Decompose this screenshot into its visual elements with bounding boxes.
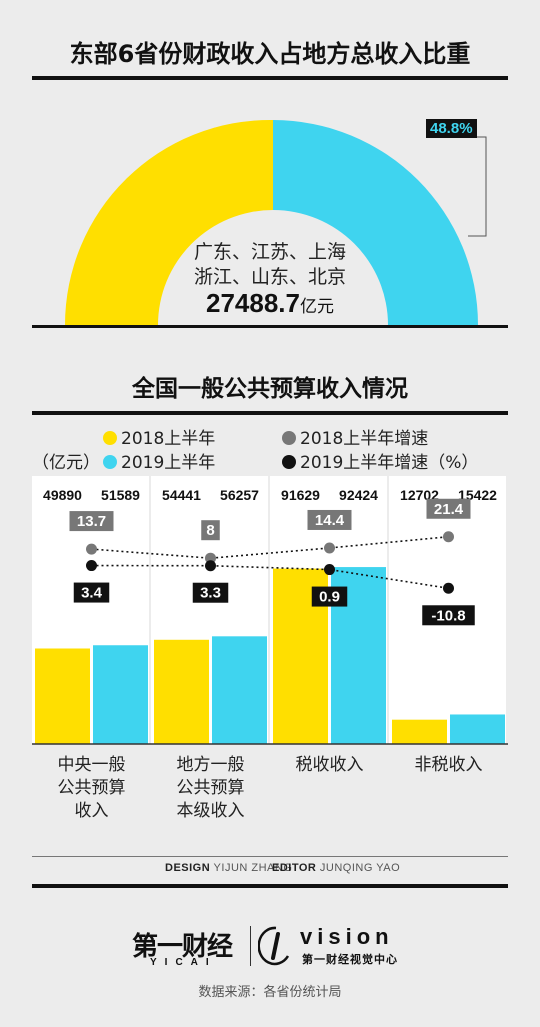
yicai-logo-text: 第一财经 bbox=[132, 932, 233, 962]
legend-g2019: 2019上半年增速（%） bbox=[282, 448, 478, 473]
growth-label-bg bbox=[307, 509, 352, 530]
chart-title-divider bbox=[32, 411, 508, 415]
bar-value-label: 49890 bbox=[43, 487, 82, 503]
legend-2018-swatch bbox=[103, 431, 117, 445]
growth-label-bg bbox=[69, 511, 114, 532]
donut-provinces-line2: 浙江、山东、北京 bbox=[193, 266, 346, 288]
donut-share-arc bbox=[65, 119, 273, 325]
donut-rest-arc bbox=[273, 120, 478, 325]
category-label: 地方一般 bbox=[177, 755, 245, 775]
legend-2018: 2018上半年 bbox=[103, 424, 215, 449]
half-donut-chart bbox=[65, 119, 487, 325]
growth-point bbox=[86, 543, 97, 555]
growth-label: 3.4 bbox=[81, 585, 103, 602]
share-leader-line bbox=[468, 136, 487, 237]
vision-logo-text: vision bbox=[300, 924, 394, 949]
editor-credit-label: EDITOR bbox=[272, 862, 317, 874]
growth-label-bg bbox=[311, 586, 348, 607]
legend-g2018-swatch bbox=[282, 431, 296, 445]
data-source: 数据来源：各省份统计局 bbox=[198, 985, 342, 1000]
growth-label-bg bbox=[422, 605, 475, 626]
donut-total-unit: 亿元 bbox=[299, 297, 334, 317]
growth-label: 21.4 bbox=[434, 501, 464, 518]
share-percent-label: 48.8% bbox=[426, 119, 477, 138]
design-credit-label: DESIGN bbox=[165, 862, 211, 874]
design-credit-name: YIJUN ZHANG bbox=[213, 862, 293, 874]
growth-label: 13.7 bbox=[77, 513, 106, 530]
category-label: 税收收入 bbox=[296, 755, 364, 775]
bar-value-label: 56257 bbox=[220, 487, 259, 503]
growth-label-bg bbox=[73, 582, 110, 603]
growth-label-bg bbox=[426, 498, 471, 519]
page-title: 东部6省份财政收入占地方总收入比重 bbox=[69, 40, 471, 68]
legend-g2018-label: 2018上半年增速 bbox=[300, 429, 429, 449]
logo-divider bbox=[250, 926, 251, 966]
donut-provinces-line1: 广东、江苏、上海 bbox=[193, 241, 346, 263]
title-divider bbox=[32, 76, 508, 80]
editor-credit: EDITOR JUNQING YAO bbox=[272, 862, 400, 874]
bar-value-label: 51589 bbox=[101, 487, 140, 503]
growth-point bbox=[443, 531, 454, 543]
donut-total: 27488.7亿元 bbox=[150, 288, 390, 319]
growth-point bbox=[205, 560, 216, 572]
credits-top-divider bbox=[32, 856, 508, 857]
growth-point bbox=[324, 564, 335, 576]
legend-2019: 2019上半年 bbox=[103, 448, 215, 473]
growth-point bbox=[324, 542, 335, 554]
chart-title: 全国一般公共预算收入情况 bbox=[132, 376, 408, 402]
bar-value-label: 54441 bbox=[162, 487, 201, 503]
legend-g2019-label: 2019上半年增速（%） bbox=[300, 453, 479, 473]
category-label: 公共预算 bbox=[177, 778, 245, 798]
vision-logo-sub: 第一财经视觉中心 bbox=[302, 953, 398, 966]
category-label: 收入 bbox=[75, 801, 109, 821]
legend-g2018: 2018上半年增速 bbox=[282, 424, 428, 449]
legend-g2019-swatch bbox=[282, 455, 296, 469]
legend-2019-label: 2019上半年 bbox=[121, 453, 216, 473]
bar-2019 bbox=[212, 636, 267, 744]
category-label: 公共预算 bbox=[58, 778, 126, 798]
growth-point bbox=[443, 582, 454, 594]
bar-value-label: 92424 bbox=[339, 487, 378, 503]
bar-2018 bbox=[392, 719, 447, 744]
growth-label: 8 bbox=[206, 522, 214, 539]
bar-2019 bbox=[93, 645, 148, 744]
growth-label-bg bbox=[201, 520, 220, 541]
donut-baseline bbox=[32, 325, 508, 328]
legend-2019-swatch bbox=[103, 455, 117, 469]
legend-2018-label: 2018上半年 bbox=[121, 429, 216, 449]
bar-value-label: 91629 bbox=[281, 487, 320, 503]
growth-label: 0.9 bbox=[319, 589, 340, 606]
growth-point bbox=[86, 560, 97, 572]
growth-label: 14.4 bbox=[315, 512, 345, 529]
bar-2019 bbox=[450, 714, 505, 744]
credits-bottom-divider bbox=[32, 884, 508, 888]
legend-unit: （亿元） bbox=[32, 453, 100, 473]
growth-label: 3.3 bbox=[200, 585, 221, 602]
category-label: 非税收入 bbox=[415, 755, 483, 775]
vision-logo-icon bbox=[258, 926, 290, 966]
category-label: 中央一般 bbox=[58, 755, 126, 775]
growth-label: -10.8 bbox=[431, 607, 465, 624]
bar-2018 bbox=[154, 639, 209, 744]
growth-point bbox=[205, 552, 216, 564]
editor-credit-name: JUNQING YAO bbox=[319, 862, 401, 874]
category-label: 本级收入 bbox=[177, 801, 245, 821]
design-credit: DESIGN YIJUN ZHANG bbox=[165, 862, 292, 874]
growth-label-bg bbox=[192, 582, 229, 603]
yicai-logo-sub: YICAI bbox=[150, 957, 217, 968]
bar-2018 bbox=[35, 648, 90, 744]
donut-total-value: 27488.7 bbox=[206, 288, 300, 318]
